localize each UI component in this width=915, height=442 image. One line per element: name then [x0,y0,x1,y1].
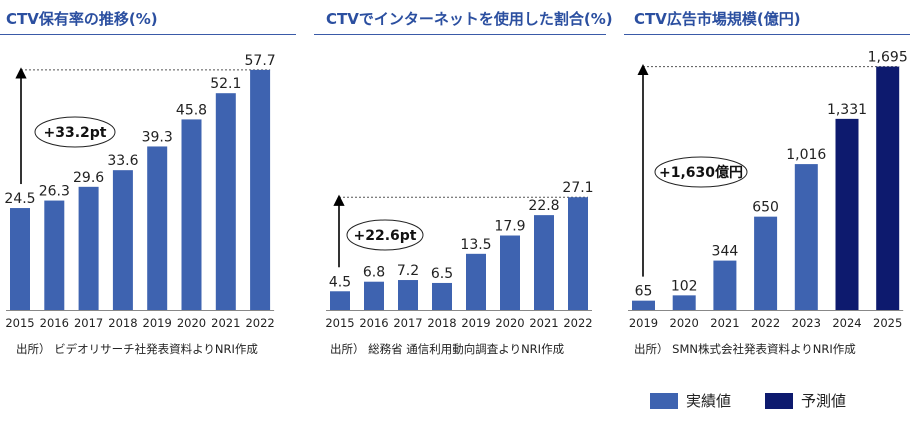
annotation-text: +22.6pt [354,228,417,244]
value-label: 26.3 [39,184,70,200]
bar-2015 [10,208,30,310]
category-label: 2016 [359,316,388,330]
legend-label-actual: 実績値 [686,392,732,410]
category-label: 2020 [670,316,699,330]
legend-swatch-forecast [765,392,793,409]
source-note: 出所） 総務省 通信利用動向調査よりNRI作成 [330,342,565,356]
value-label: 33.6 [107,153,138,169]
category-label: 2020 [495,316,524,330]
annotation-text: +1,630億円 [659,164,743,181]
category-label: 2022 [751,316,780,330]
value-label: 39.3 [142,129,173,145]
bar-2021 [534,215,554,310]
value-label: 24.5 [4,191,35,207]
chart-title: CTV広告市場規模(億円) [634,10,801,28]
category-label: 2016 [40,316,69,330]
value-label: 57.7 [245,53,276,69]
category-label: 2019 [461,316,490,330]
value-label: 6.5 [431,266,453,282]
panel-ctv-internet-usage: CTVでインターネットを使用した割合(%) 4.5 2015 6.8 2016 7.2 2… [314,0,613,442]
panel-ctv-ownership: CTV保有率の推移(%) 24.5 2015 26.3 2016 29.6 2017 33.… [0,0,296,442]
category-label: 2018 [427,316,456,330]
bar-2022 [250,69,271,310]
title-rule [314,34,606,35]
bar-2025 [876,66,900,310]
value-label: 27.1 [562,180,593,196]
bar-2018 [112,170,133,310]
value-label: 344 [712,244,739,260]
legend-label-forecast: 予測値 [801,392,847,410]
value-label: 52.1 [210,76,241,92]
category-label: 2021 [710,316,739,330]
chart-ctv-ownership: 24.5 2015 26.3 2016 29.6 2017 33.6 2018 39.3 2019… [4,53,276,330]
bar-2021 [215,93,236,310]
category-label: 2018 [108,316,137,330]
bar-2017 [78,186,99,310]
bar-2015 [330,291,350,310]
category-label: 2022 [245,316,274,330]
bar-2022 [568,197,588,310]
category-label: 2024 [832,316,861,330]
annotation-oval [346,219,424,251]
value-label: 1,331 [827,102,867,118]
category-label: 2015 [5,316,34,330]
value-label: 1,695 [868,50,908,66]
value-label: 1,016 [786,147,826,163]
value-label: 102 [671,278,698,294]
bar-2020 [181,119,202,310]
category-label: 2022 [563,316,592,330]
value-label: 17.9 [494,219,525,235]
category-label: 2021 [529,316,558,330]
bar-2022 [754,216,778,310]
category-label: 2015 [325,316,354,330]
bar-2017 [398,280,418,310]
bar-2024 [835,118,859,310]
source-note: 出所） ビデオリサーチ社発表資料よりNRI作成 [16,342,258,356]
category-label: 2017 [74,316,103,330]
chart-ctv-internet-usage: 4.5 2015 6.8 2016 7.2 2017 6.5 2018 13.5 2019 17.9… [325,180,593,330]
chart-title: CTVでインターネットを使用した割合(%) [326,10,613,28]
annotation-oval [34,116,116,148]
value-label: 13.5 [460,237,491,253]
chart-title: CTV保有率の推移(%) [6,10,158,28]
bar-2019 [466,253,486,310]
source-note: 出所） SMN株式会社発表資料よりNRI作成 [634,342,856,356]
title-rule [624,34,910,35]
value-label: 7.2 [397,263,419,279]
annotation-oval [654,156,748,188]
bar-2019 [147,146,168,310]
annotation-text: +33.2pt [44,125,107,141]
value-label: 4.5 [329,274,351,290]
value-label: 6.8 [363,265,385,281]
bar-2023 [794,164,818,310]
bar-2020 [672,295,696,310]
legend-item-actual: 実績値 [650,390,731,411]
category-label: 2021 [211,316,240,330]
category-label: 2019 [143,316,172,330]
value-label: 650 [752,200,779,216]
value-label: 45.8 [176,102,207,118]
bar-2018 [432,282,452,310]
panel-ctv-ad-market: CTV広告市場規模(億円) 65 2019 102 2020 344 2021 650 202… [624,0,915,442]
title-rule [0,34,296,35]
category-label: 2023 [792,316,821,330]
legend-swatch-actual [650,392,678,409]
value-label: 22.8 [528,198,559,214]
category-label: 2017 [393,316,422,330]
legend-item-forecast: 予測値 [765,390,846,411]
bar-2020 [500,235,520,310]
chart-ctv-ad-market: 65 2019 102 2020 344 2021 650 2022 1,016 2023 1,33… [628,50,908,330]
category-label: 2019 [629,316,658,330]
bar-2021 [713,260,737,310]
bar-2016 [44,200,65,310]
value-label: 65 [635,284,653,300]
bar-2019 [632,300,655,310]
category-label: 2020 [177,316,206,330]
category-label: 2025 [873,316,902,330]
bar-2016 [364,281,384,310]
value-label: 29.6 [73,170,104,186]
